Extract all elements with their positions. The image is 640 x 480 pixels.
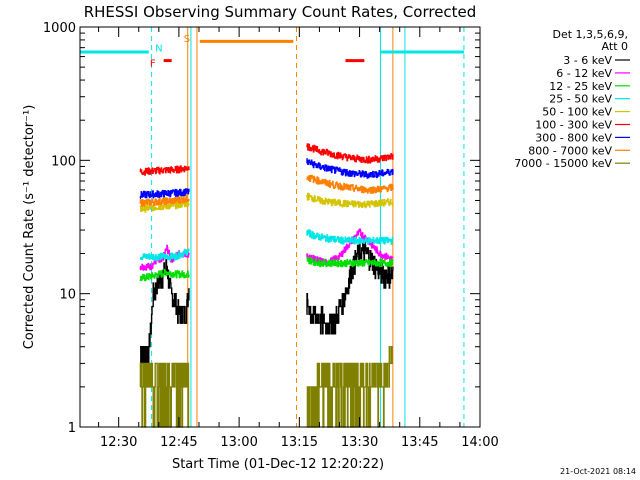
plot-area: NF S	[80, 27, 465, 428]
series-line	[306, 192, 394, 209]
series-line	[139, 188, 190, 199]
legend-header-line2: Att 0	[602, 40, 628, 53]
x-tick-label: 14:00	[461, 435, 498, 450]
x-axis: 12:30 12:45 13:00 13:15 13:30 13:45 14:00	[98, 27, 499, 450]
series-line	[139, 165, 190, 176]
x-tick-label: 13:30	[341, 435, 378, 450]
x-tick-label: 12:30	[100, 435, 137, 450]
flag-letter: F	[150, 59, 156, 70]
x-tick-label: 13:15	[281, 435, 318, 450]
legend-label: 100 - 300 keV	[535, 119, 612, 132]
legend-label: 50 - 100 keV	[542, 106, 612, 119]
legend-label: 800 - 7000 keV	[528, 144, 612, 157]
series-line	[306, 257, 394, 268]
series-line	[306, 239, 394, 335]
x-tick-label: 13:45	[401, 435, 438, 450]
y-tick-label: 100	[51, 154, 76, 169]
flag-letter: N	[155, 44, 162, 55]
y-tick-label: 10	[59, 288, 76, 303]
flag-letter: S	[184, 34, 190, 45]
legend-label: 25 - 50 keV	[549, 93, 612, 106]
series-line	[139, 194, 190, 207]
series-line	[140, 248, 190, 261]
chart-title: RHESSI Observing Summary Count Rates, Co…	[84, 3, 477, 21]
series-line	[306, 174, 394, 194]
series-line	[306, 158, 394, 179]
legend-label: 3 - 6 keV	[563, 54, 612, 67]
plot-frame	[79, 26, 481, 428]
y-tick-label: 1	[68, 421, 76, 436]
legend-label: 6 - 12 keV	[556, 67, 612, 80]
series-line	[139, 362, 190, 428]
y-tick-label: 1000	[43, 21, 76, 36]
x-tick-label: 12:45	[160, 435, 197, 450]
footer-timestamp: 21-Oct-2021 08:14	[560, 467, 636, 476]
x-tick-label: 13:00	[220, 435, 257, 450]
x-axis-label: Start Time (01-Dec-12 12:20:22)	[172, 457, 384, 472]
y-axis-label: Corrected Count Rate (s⁻¹ detector⁻¹)	[22, 105, 37, 350]
legend-header-line1: Det 1,3,5,6,9,	[552, 28, 628, 41]
legend-label: 300 - 800 keV	[535, 131, 612, 144]
legend-label: 12 - 25 keV	[549, 80, 612, 93]
legend-label: 7000 - 15000 keV	[514, 157, 612, 170]
series-line	[306, 229, 394, 245]
series-line	[306, 143, 394, 164]
series-line	[139, 268, 190, 282]
y-axis: 1 10 100 1000	[43, 21, 480, 436]
